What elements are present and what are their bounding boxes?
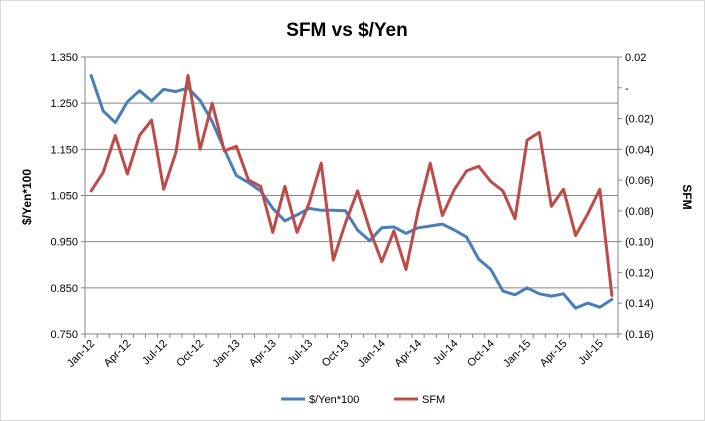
- left-tick-label: 1.250: [50, 98, 78, 110]
- gridlines: [85, 56, 618, 289]
- x-axis-ticks: Jan-12 Apr-12 Jul-12 Oct-12 Jan-13 Apr-13 Jul-…: [65, 334, 619, 370]
- x-tick-label: Jul-14: [431, 338, 461, 368]
- x-tick-label: Jul-15: [576, 338, 606, 368]
- left-tick-label: 0.850: [50, 283, 78, 295]
- left-tick-label: 0.950: [50, 237, 78, 249]
- right-tick-label: 0.02: [625, 52, 646, 64]
- x-tick-label: Oct-13: [320, 338, 352, 370]
- right-axis-ticks: 0.02 - (0.02) (0.04) (0.06) (0.08) (0.10) (0.12…: [618, 52, 654, 341]
- legend-label: SFM: [422, 394, 445, 406]
- x-tick-label: Jan-12: [65, 338, 97, 370]
- legend-label: $/Yen*100: [309, 394, 359, 406]
- right-tick-label: (0.04): [625, 144, 654, 156]
- left-tick-label: 1.050: [50, 191, 78, 203]
- right-tick-label: (0.14): [625, 298, 654, 310]
- series-line-1: [89, 74, 614, 297]
- left-tick-label: 0.750: [50, 329, 78, 341]
- left-tick-label: 1.350: [50, 52, 78, 64]
- right-tick-label: (0.12): [625, 267, 654, 279]
- x-tick-label: Apr-15: [538, 338, 570, 370]
- chart-title: SFM vs $/Yen: [286, 20, 407, 41]
- x-tick-label: Apr-14: [392, 338, 424, 370]
- left-tick-label: 1.150: [50, 144, 78, 156]
- x-tick-label: Jan-14: [356, 338, 388, 370]
- series-line-0: [89, 74, 614, 310]
- right-tick-label: (0.16): [625, 329, 654, 341]
- x-tick-label: Jan-15: [501, 338, 533, 370]
- left-axis-ticks: 1.350 1.250 1.150 1.050 0.950 0.850 0.750: [50, 52, 85, 341]
- y2-axis-title: SFM: [680, 184, 694, 209]
- x-tick-label: Apr-13: [247, 338, 279, 370]
- x-tick-label: Oct-12: [174, 338, 206, 370]
- x-tick-label: Jan-13: [210, 338, 242, 370]
- right-tick-label: (0.08): [625, 206, 654, 218]
- series-group: [89, 74, 614, 310]
- right-tick-label: (0.06): [625, 175, 654, 187]
- x-tick-label: Oct-14: [465, 338, 497, 370]
- x-tick-label: Jul-13: [286, 338, 316, 368]
- right-tick-label: -: [625, 83, 629, 95]
- x-tick-label: Jul-12: [140, 338, 170, 368]
- x-tick-label: Apr-12: [102, 338, 134, 370]
- y-axis-title: $/Yen*100: [20, 169, 34, 225]
- right-tick-label: (0.10): [625, 237, 654, 249]
- right-tick-label: (0.02): [625, 114, 654, 126]
- legend: $/Yen*100 SFM: [281, 394, 445, 406]
